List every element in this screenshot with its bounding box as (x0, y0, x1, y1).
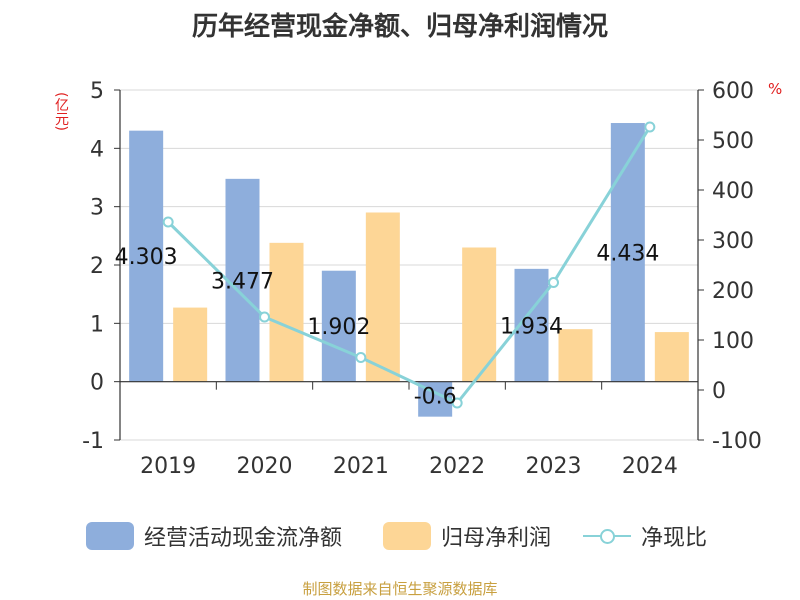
right-tick-label: 200 (712, 279, 754, 304)
bar-cash (610, 123, 645, 382)
right-tick-label: 300 (712, 229, 754, 254)
ratio-point (644, 121, 656, 133)
left-tick-label: 5 (90, 79, 104, 104)
left-tick-label: -1 (82, 429, 104, 454)
ratio-point (162, 216, 174, 228)
left-tick-label: 1 (90, 312, 104, 337)
legend-line-ratio-icon (583, 522, 631, 550)
left-tick-label: 3 (90, 196, 104, 221)
cash-data-label: 1.934 (500, 314, 563, 339)
source-note: 制图数据来自恒生聚源数据库 (302, 580, 498, 598)
cash-data-label: 4.434 (596, 241, 659, 266)
bar-cash (129, 130, 164, 382)
right-tick-label: 600 (712, 79, 754, 104)
left-axis-unit: (亿元) (53, 92, 69, 131)
x-tick-label: 2023 (526, 454, 582, 479)
cash-data-label: 1.902 (307, 315, 370, 340)
bar-profit (173, 307, 208, 382)
legend-item-cash[interactable]: 经营活动现金流净额 (86, 518, 342, 554)
legend-label-profit: 归母净利润 (441, 526, 552, 551)
x-tick-label: 2020 (237, 454, 293, 479)
ratio-point (451, 397, 463, 409)
bar-profit (654, 332, 689, 382)
bar-profit (365, 212, 400, 382)
x-tick-label: 2021 (333, 454, 389, 479)
cash-data-label: 4.303 (115, 245, 178, 270)
legend-label-cash: 经营活动现金流净额 (144, 526, 343, 551)
ratio-point (355, 352, 367, 363)
bar-profit (269, 242, 304, 382)
left-tick-label: 0 (90, 371, 104, 396)
x-tick-label: 2022 (429, 454, 485, 479)
bar-profit (558, 329, 593, 382)
legend-label-ratio: 净现比 (641, 526, 708, 551)
right-axis-unit: % (768, 80, 783, 98)
legend-item-ratio[interactable]: 净现比 (583, 518, 707, 554)
legend-swatch-cash (86, 522, 134, 550)
cash-data-label: 3.477 (211, 269, 274, 294)
x-tick-label: 2019 (140, 454, 196, 479)
right-tick-label: -100 (712, 429, 762, 454)
bar-cash (321, 270, 356, 382)
left-tick-label: 2 (90, 254, 104, 279)
ratio-line (167, 126, 652, 405)
right-tick-label: 0 (712, 379, 726, 404)
x-tick-label: 2024 (622, 454, 678, 479)
ratio-point (548, 277, 559, 288)
cash-data-label: -0.6 (414, 385, 457, 410)
legend-swatch-profit (383, 522, 431, 550)
left-tick-label: 4 (90, 137, 104, 162)
legend-item-profit[interactable]: 归母净利润 (383, 518, 551, 554)
chart-title: 历年经营现金净额、归母净利润情况 (191, 12, 608, 42)
bar-cash (225, 178, 260, 382)
right-tick-label: 500 (712, 129, 754, 154)
right-tick-label: 100 (712, 329, 754, 354)
legend: 经营活动现金流净额 归母净利润 净现比 (0, 518, 800, 558)
ratio-point (259, 311, 270, 323)
right-tick-label: 400 (712, 179, 754, 204)
